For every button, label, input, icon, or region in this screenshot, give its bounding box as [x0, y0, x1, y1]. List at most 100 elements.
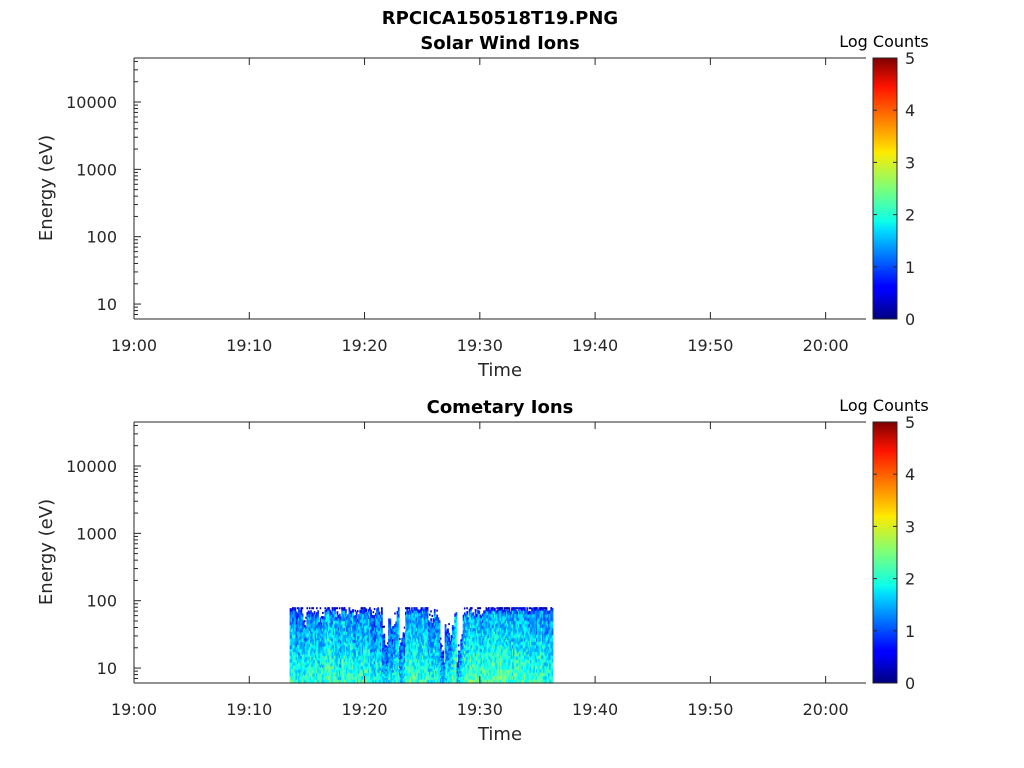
spectrogram-cell — [448, 673, 451, 677]
spectrogram-cell — [358, 667, 360, 672]
spectrogram-cell — [439, 648, 442, 652]
spectrogram-cell — [398, 652, 401, 656]
spectrogram-column — [501, 607, 503, 684]
spectrogram-cell — [405, 670, 407, 674]
spectrogram-cell — [534, 645, 537, 650]
spectrogram-cell — [431, 647, 434, 651]
spectrogram-cell — [403, 673, 406, 677]
spectrogram-cell — [295, 634, 298, 639]
spectrogram-cell — [455, 634, 458, 639]
spectrogram-column — [380, 607, 383, 684]
spectrogram-cell — [319, 629, 322, 633]
spectrogram-cell — [442, 663, 445, 666]
spectrogram-cell — [503, 639, 506, 644]
spectrogram-cell — [396, 640, 399, 645]
spectrogram-cell — [370, 662, 372, 667]
spectrogram-cell — [352, 642, 354, 647]
spectrogram-cell — [439, 659, 442, 662]
spectrogram-cell — [421, 676, 424, 681]
spectrogram-cell — [507, 640, 509, 645]
spectrogram-cell — [408, 628, 411, 633]
spectrogram-cell — [389, 647, 392, 652]
spectrogram-cell — [289, 628, 292, 633]
spectrogram-cell — [444, 666, 447, 671]
spectrogram-cell — [514, 648, 517, 653]
spectrogram-cell — [491, 679, 494, 684]
spectrogram-cell — [503, 622, 506, 627]
spectrogram-cell — [304, 646, 306, 650]
spectrogram-cell — [372, 615, 375, 619]
spectrogram-cell — [425, 672, 428, 677]
spectrogram-cell — [334, 627, 336, 632]
spectrogram-column — [491, 607, 494, 684]
spectrogram-cell — [537, 609, 540, 614]
spectrogram-cell — [515, 616, 518, 621]
spectrogram-cell — [340, 616, 342, 621]
spectrogram-cell — [307, 646, 310, 651]
spectrogram-cell — [466, 633, 469, 638]
spectrogram-cell — [290, 621, 293, 626]
spectrogram-cell — [386, 656, 389, 659]
spectrogram-cell — [490, 676, 493, 681]
spectrogram-cell — [534, 638, 537, 643]
spectrogram-cell — [492, 631, 495, 636]
spectrogram-cell — [349, 623, 352, 628]
spectrogram-cell — [356, 647, 359, 652]
spectrogram-cell — [383, 649, 386, 653]
spectrogram-column — [477, 607, 479, 684]
spectrogram-cell — [520, 638, 523, 643]
spectrogram-cell — [294, 665, 297, 670]
spectrogram-cell — [505, 631, 508, 636]
spectrogram-cell — [491, 672, 494, 677]
spectrogram-cell — [392, 625, 395, 630]
spectrogram-cell — [504, 609, 507, 614]
spectrogram-cell — [343, 669, 346, 674]
spectrogram-cell — [348, 669, 351, 674]
spectrogram-speck — [491, 607, 494, 610]
spectrogram-cell — [301, 670, 304, 675]
spectrogram-cell — [490, 655, 493, 660]
spectrogram-cell — [319, 680, 322, 684]
spectrogram-cell — [438, 663, 441, 667]
spectrogram-cell — [304, 632, 306, 637]
spectrogram-cell — [507, 630, 509, 635]
spectrogram-cell — [425, 612, 428, 617]
spectrogram-cell — [511, 648, 514, 653]
spectrogram-cell — [362, 624, 365, 629]
spectrogram-cell — [484, 610, 487, 615]
spectrogram-cell — [301, 619, 304, 624]
spectrogram-cell — [415, 614, 418, 619]
spectrogram-cell — [322, 676, 324, 681]
spectrogram-cell — [481, 626, 484, 630]
spectrogram-cell — [484, 666, 487, 671]
spectrogram-cell — [426, 621, 429, 626]
spectrogram-cell — [501, 638, 503, 643]
spectrogram-cell — [400, 679, 402, 682]
spectrogram-cell — [304, 653, 306, 658]
spectrogram-cell — [432, 674, 435, 678]
spectrogram-cell — [472, 666, 475, 671]
spectrogram-cell — [451, 661, 454, 666]
spectrogram-cell — [527, 666, 530, 671]
spectrogram-cell — [316, 666, 318, 671]
spectrogram-cell — [442, 657, 445, 660]
spectrogram-cell — [490, 669, 493, 674]
spectrogram-cell — [395, 680, 398, 684]
spectrogram-cell — [296, 667, 299, 671]
spectrogram-cell — [360, 656, 363, 661]
spectrogram-cell — [295, 660, 298, 665]
spectrogram-cell — [311, 625, 314, 630]
spectrogram-cell — [334, 617, 336, 622]
spectrogram-cell — [441, 657, 443, 660]
spectrogram-cell — [525, 626, 527, 631]
spectrogram-speck — [320, 616, 323, 619]
spectrogram-cell — [348, 607, 351, 612]
spectrogram-cell — [425, 619, 428, 624]
spectrogram-cell — [352, 652, 354, 657]
spectrogram-cell — [313, 673, 316, 678]
spectrogram-cell — [335, 619, 338, 624]
spectrogram-cell — [323, 652, 326, 657]
spectrogram-cell — [322, 619, 324, 623]
spectrogram-cell — [503, 645, 506, 650]
